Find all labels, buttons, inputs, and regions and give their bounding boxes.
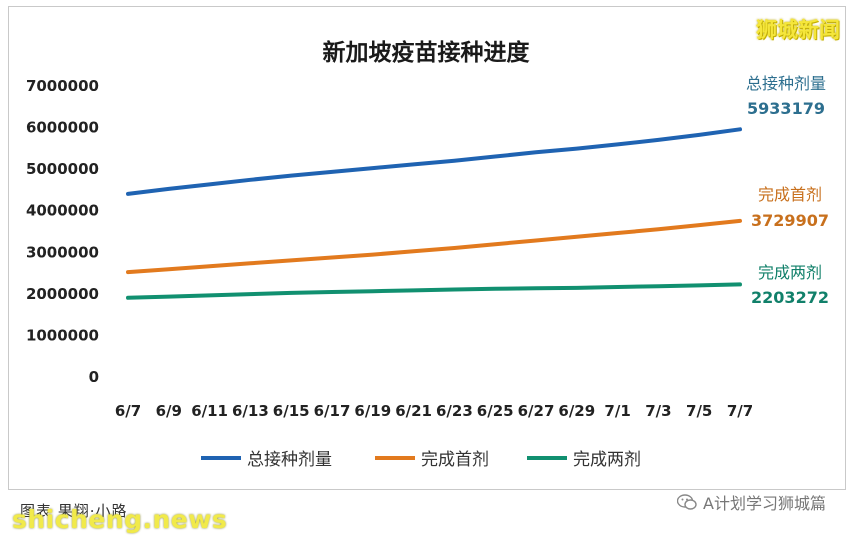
wechat-icon [676, 493, 697, 511]
x-tick-label: 6/19 [354, 402, 391, 420]
source-account: A计划学习狮城篇 [676, 490, 826, 514]
y-tick-label: 0 [89, 368, 99, 386]
legend-label-first: 完成首剂 [421, 450, 489, 470]
series-line-1 [126, 218, 742, 275]
x-tick-label: 6/23 [436, 402, 473, 420]
annotation-second-label: 完成两剂 [758, 263, 822, 282]
y-tick-label: 7000000 [26, 77, 99, 95]
x-tick-label: 6/27 [518, 402, 555, 420]
x-tick-label: 7/1 [604, 402, 630, 420]
y-axis-ticks: 7000000 6000000 5000000 4000000 3000000 20000… [26, 77, 99, 386]
annotation-first: 完成首剂 3729907 [751, 185, 829, 230]
annotation-second: 完成两剂 2203272 [751, 263, 829, 307]
x-tick-label: 6/17 [314, 402, 351, 420]
x-tick-label: 7/3 [645, 402, 671, 420]
x-tick-label: 7/5 [686, 402, 712, 420]
x-tick-label: 6/11 [191, 402, 228, 420]
x-tick-label: 6/25 [477, 402, 514, 420]
y-tick-label: 1000000 [26, 326, 99, 344]
x-axis-ticks: 6/7 6/9 6/11 6/13 6/15 6/17 6/19 6/21 6/23 6/25 6/… [115, 402, 753, 420]
y-tick-label: 3000000 [26, 243, 99, 261]
x-tick-label: 6/21 [395, 402, 432, 420]
chart-frame [8, 6, 846, 490]
x-tick-label: 6/13 [232, 402, 269, 420]
y-tick-label: 2000000 [26, 285, 99, 303]
brand-logo: 狮城新闻 [756, 18, 840, 42]
chart-credit: 图表 果翔·小路 [20, 502, 128, 520]
series-lines [126, 127, 742, 300]
legend-label-second: 完成两剂 [573, 450, 641, 470]
annotation-total-label: 总接种剂量 [746, 74, 826, 93]
x-tick-label: 6/9 [156, 402, 182, 420]
source-account-name: A计划学习狮城篇 [703, 494, 826, 513]
annotation-second-value: 2203272 [751, 288, 829, 307]
annotation-first-label: 完成首剂 [758, 185, 822, 204]
y-tick-label: 4000000 [26, 202, 99, 220]
series-line-0 [126, 127, 742, 196]
legend-label-total: 总接种剂量 [247, 450, 332, 470]
annotation-first-value: 3729907 [751, 211, 829, 230]
site-watermark: shicheng.news [12, 505, 228, 534]
x-tick-label: 6/15 [273, 402, 310, 420]
annotation-total-value: 5933179 [747, 99, 825, 118]
series-line-2 [126, 282, 742, 300]
x-tick-label: 7/7 [727, 402, 753, 420]
x-tick-label: 6/29 [558, 402, 595, 420]
chart-title: 新加坡疫苗接种进度 [323, 39, 531, 66]
chart-legend: 总接种剂量 完成首剂 完成两剂 [201, 450, 641, 470]
y-tick-label: 5000000 [26, 160, 99, 178]
x-tick-label: 6/7 [115, 402, 141, 420]
y-tick-label: 6000000 [26, 119, 99, 137]
annotation-total: 总接种剂量 5933179 [746, 74, 826, 118]
